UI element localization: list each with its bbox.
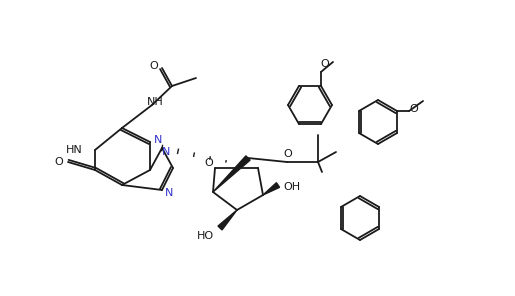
Text: N: N — [162, 147, 170, 157]
Text: HN: HN — [66, 145, 83, 155]
Text: HO: HO — [196, 231, 214, 241]
Text: N: N — [165, 188, 173, 198]
Text: OH: OH — [283, 182, 301, 192]
Polygon shape — [213, 156, 250, 192]
Text: O: O — [55, 157, 63, 167]
Text: N: N — [154, 135, 162, 145]
Polygon shape — [263, 183, 280, 195]
Text: NH: NH — [147, 97, 163, 107]
Text: O: O — [204, 158, 213, 168]
Polygon shape — [218, 210, 237, 230]
Text: O: O — [321, 59, 330, 69]
Text: O: O — [409, 104, 418, 114]
Text: O: O — [150, 61, 159, 71]
Text: O: O — [284, 149, 293, 159]
